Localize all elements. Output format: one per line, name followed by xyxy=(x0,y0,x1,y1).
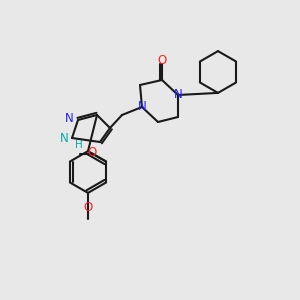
Text: N: N xyxy=(138,100,146,113)
Text: H: H xyxy=(75,140,83,150)
Text: N: N xyxy=(60,131,69,145)
Text: N: N xyxy=(65,112,74,124)
Text: O: O xyxy=(158,55,166,68)
Text: N: N xyxy=(174,88,182,101)
Text: O: O xyxy=(83,201,93,214)
Text: O: O xyxy=(88,146,97,159)
